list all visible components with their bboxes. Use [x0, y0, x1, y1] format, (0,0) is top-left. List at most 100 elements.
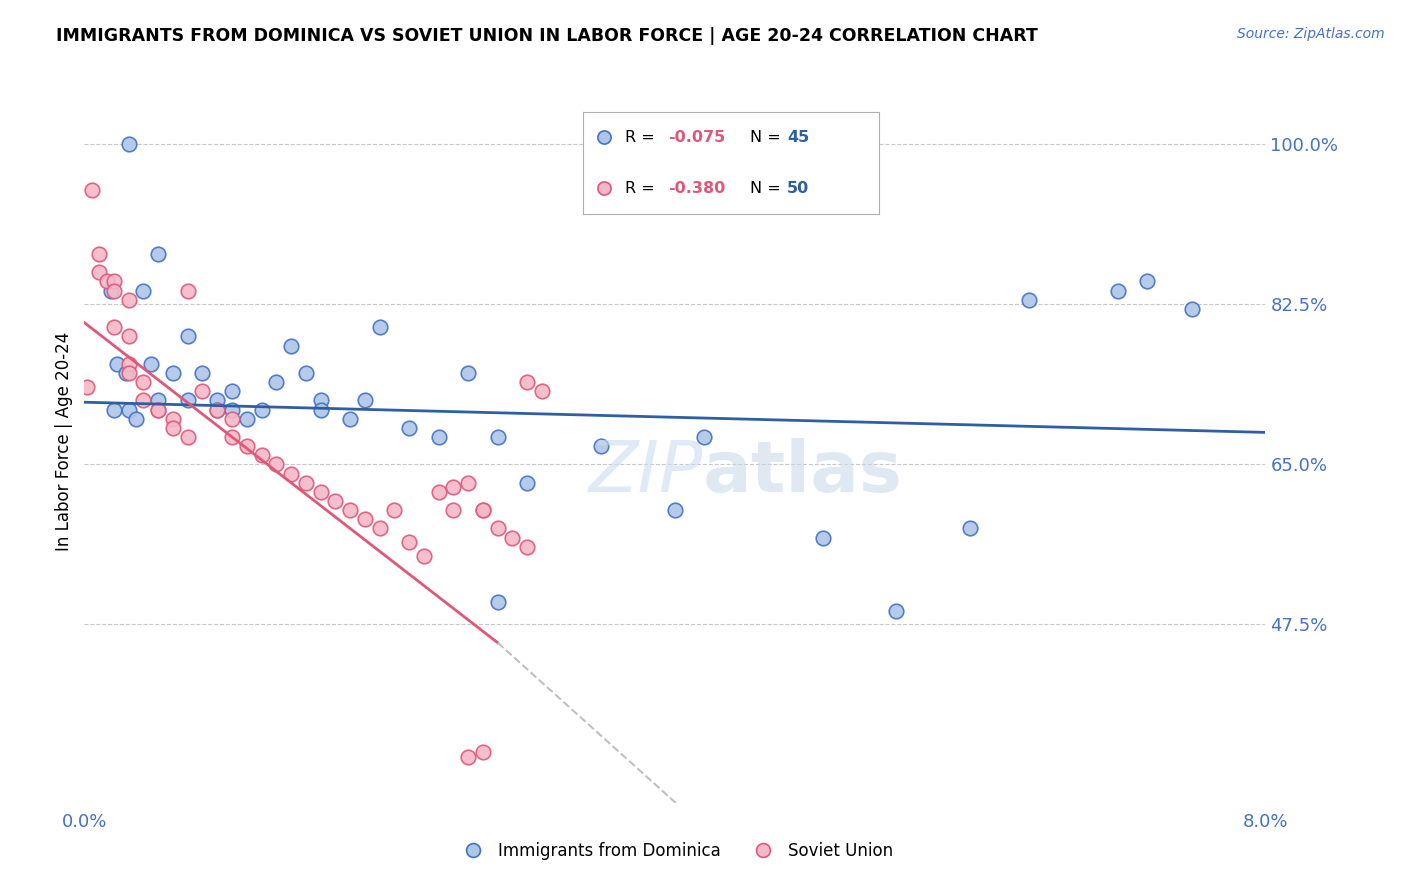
- Text: N =: N =: [751, 181, 786, 196]
- Text: 50: 50: [787, 181, 810, 196]
- Point: [177, 284, 200, 298]
- Point: [427, 484, 450, 499]
- Point: [368, 320, 391, 334]
- Point: [162, 421, 184, 435]
- Point: [118, 137, 141, 152]
- Point: [221, 384, 243, 399]
- Point: [207, 393, 229, 408]
- Point: [443, 503, 465, 517]
- Point: [76, 379, 98, 393]
- Point: [886, 604, 908, 618]
- Point: [693, 430, 716, 444]
- Legend: Immigrants from Dominica, Soviet Union: Immigrants from Dominica, Soviet Union: [450, 836, 900, 867]
- Point: [1018, 293, 1040, 307]
- Point: [413, 549, 436, 563]
- Point: [103, 284, 125, 298]
- Point: [148, 402, 170, 417]
- Point: [457, 475, 479, 490]
- Point: [118, 329, 141, 343]
- Point: [162, 411, 184, 425]
- Point: [295, 366, 318, 380]
- Point: [207, 402, 229, 417]
- Point: [118, 357, 141, 371]
- Point: [354, 393, 377, 408]
- Point: [132, 375, 155, 389]
- Point: [309, 393, 332, 408]
- Text: R =: R =: [624, 181, 659, 196]
- Point: [280, 467, 302, 481]
- Point: [177, 393, 200, 408]
- Point: [103, 402, 125, 417]
- Point: [221, 411, 243, 425]
- Point: [87, 247, 111, 261]
- Point: [132, 284, 155, 298]
- Y-axis label: In Labor Force | Age 20-24: In Labor Force | Age 20-24: [55, 332, 73, 551]
- Point: [486, 430, 509, 444]
- Text: -0.075: -0.075: [668, 129, 725, 145]
- Point: [132, 393, 155, 408]
- Point: [591, 439, 613, 453]
- Text: R =: R =: [624, 129, 659, 145]
- Point: [486, 594, 509, 608]
- Point: [103, 320, 125, 334]
- Point: [100, 284, 122, 298]
- Point: [221, 402, 243, 417]
- Point: [354, 512, 377, 526]
- Point: [398, 421, 420, 435]
- Point: [177, 329, 200, 343]
- Point: [191, 366, 214, 380]
- Point: [593, 130, 616, 145]
- Point: [87, 265, 111, 279]
- Point: [516, 540, 538, 554]
- Point: [368, 521, 391, 535]
- Point: [325, 494, 347, 508]
- Point: [516, 475, 538, 490]
- Point: [162, 366, 184, 380]
- Point: [531, 384, 554, 399]
- Point: [1181, 301, 1204, 316]
- Point: [80, 183, 103, 197]
- Point: [148, 402, 170, 417]
- Point: [457, 366, 479, 380]
- Point: [309, 402, 332, 417]
- Point: [398, 535, 420, 549]
- Text: -0.380: -0.380: [668, 181, 725, 196]
- Point: [502, 531, 524, 545]
- Point: [472, 746, 495, 760]
- Point: [235, 439, 259, 453]
- Point: [384, 503, 406, 517]
- Point: [427, 430, 450, 444]
- Point: [593, 181, 616, 195]
- Text: 45: 45: [787, 129, 810, 145]
- Point: [235, 411, 259, 425]
- Point: [516, 375, 538, 389]
- Text: IMMIGRANTS FROM DOMINICA VS SOVIET UNION IN LABOR FORCE | AGE 20-24 CORRELATION : IMMIGRANTS FROM DOMINICA VS SOVIET UNION…: [56, 27, 1038, 45]
- Text: Source: ZipAtlas.com: Source: ZipAtlas.com: [1237, 27, 1385, 41]
- Point: [118, 293, 141, 307]
- Point: [457, 750, 479, 764]
- Point: [114, 366, 136, 380]
- Point: [125, 411, 148, 425]
- Text: ZIP: ZIP: [589, 438, 703, 508]
- Point: [139, 357, 162, 371]
- Point: [339, 411, 361, 425]
- Text: atlas: atlas: [703, 438, 903, 508]
- Point: [295, 475, 318, 490]
- Point: [177, 430, 200, 444]
- Point: [264, 458, 288, 472]
- Point: [96, 275, 118, 289]
- Point: [1107, 284, 1129, 298]
- Point: [191, 384, 214, 399]
- Point: [103, 275, 125, 289]
- Point: [148, 393, 170, 408]
- Point: [443, 480, 465, 494]
- Point: [105, 357, 128, 371]
- Point: [486, 521, 509, 535]
- Point: [280, 338, 302, 352]
- Point: [664, 503, 686, 517]
- Point: [472, 503, 495, 517]
- Point: [959, 521, 981, 535]
- Point: [148, 247, 170, 261]
- Point: [1136, 275, 1159, 289]
- Point: [221, 430, 243, 444]
